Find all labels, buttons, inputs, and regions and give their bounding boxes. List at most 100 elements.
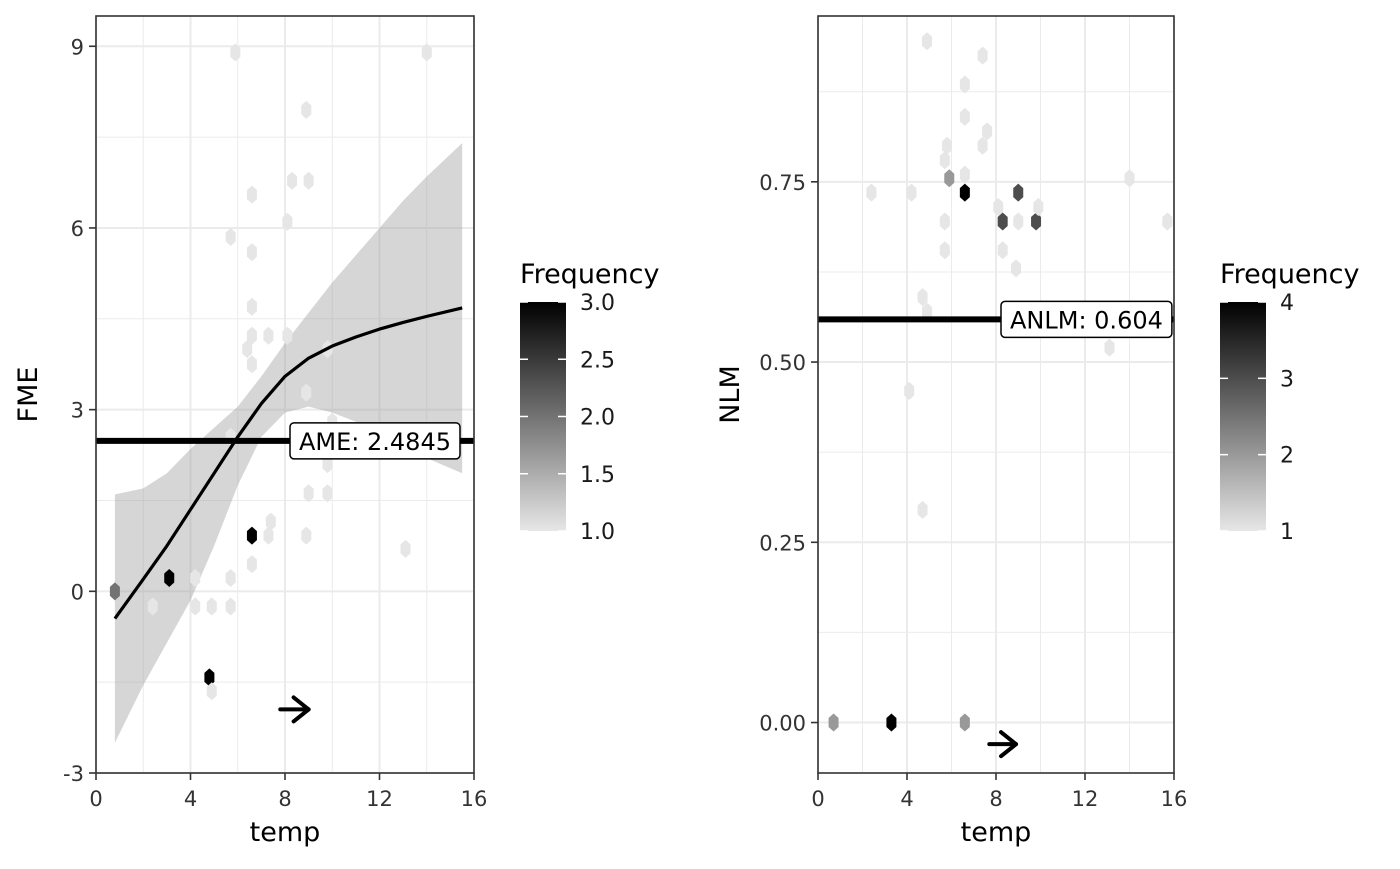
nlm-hexbin: [922, 32, 933, 51]
fme-legend-tick-label: 3.0: [580, 291, 615, 316]
fme-arrow-head: [291, 695, 311, 724]
fme-hexbin: [204, 668, 215, 687]
nlm-hexbin: [942, 136, 953, 155]
nlm-hexbin: [993, 198, 1004, 217]
fme-hexbin: [190, 568, 201, 587]
nlm-x-tick-label: 12: [1072, 787, 1099, 811]
nlm-y-tick-label: 0.00: [759, 712, 806, 736]
nlm-hexbin: [1011, 259, 1022, 278]
nlm-x-tick-label: 8: [989, 787, 1002, 811]
fme-hexbin: [322, 455, 333, 474]
fme-y-tick-label: 6: [71, 217, 84, 241]
nlm-hexbin: [904, 381, 915, 400]
fme-hexbin: [225, 568, 236, 587]
fme-hexbin: [206, 682, 217, 701]
nlm-hexbin: [982, 122, 993, 141]
fme-x-axis: 0 4 8 12 16: [89, 773, 487, 811]
nlm-hexbin: [906, 183, 917, 202]
fme-hexbin: [265, 512, 276, 531]
nlm-hexbin: [1033, 198, 1044, 217]
nlm-hexbin: [959, 107, 970, 126]
nlm-hexbin: [1124, 169, 1135, 188]
nlm-y-axis-title: NLM: [715, 365, 746, 424]
fme-hexbin: [246, 355, 257, 374]
nlm-arrow-head: [999, 730, 1019, 759]
fme-hexbin: [246, 526, 257, 545]
fme-x-tick-label: 12: [366, 787, 393, 811]
fme-legend-tick-label: 1.5: [580, 463, 615, 488]
fme-hexbins: [109, 43, 432, 701]
nlm-hexbin: [959, 183, 970, 202]
fme-x-tick-label: 4: [184, 787, 197, 811]
fme-hexbin: [225, 228, 236, 247]
nlm-y-axis: 0.00 0.25 0.50 0.75: [759, 171, 818, 736]
nlm-hexbin: [886, 713, 897, 732]
nlm-hexbin: [1013, 212, 1024, 231]
nlm-legend-tick-label: 4: [1280, 291, 1294, 316]
fme-hexbin: [242, 340, 253, 359]
nlm-hexbin: [917, 500, 928, 519]
fme-frequency-legend: Frequency 3.0 2.5 2.0 1.5 1.0: [520, 259, 660, 545]
fme-x-tick-label: 8: [278, 787, 291, 811]
nlm-hexbin: [939, 241, 950, 260]
nlm-x-tick-label: 4: [900, 787, 913, 811]
nlm-hexbin: [959, 75, 970, 94]
fme-hexbin: [301, 383, 312, 402]
nlm-hexbin: [1031, 212, 1042, 231]
fme-legend-tick-label: 2.0: [580, 406, 615, 431]
nlm-hexbin: [997, 241, 1008, 260]
fme-legend-tick-label: 1.0: [580, 520, 615, 545]
nlm-hexbin: [1162, 212, 1173, 231]
fme-smooth-line: [113, 306, 463, 620]
fme-legend-tick-label: 2.5: [580, 348, 615, 373]
fme-y-tick-label: 0: [71, 580, 84, 604]
fme-smooth-curve: [113, 306, 463, 620]
fme-hexbin: [322, 484, 333, 503]
fme-hexbin: [301, 100, 312, 119]
nlm-x-tick-label: 0: [811, 787, 824, 811]
fme-hexbin: [230, 43, 241, 62]
fme-x-tick-label: 0: [89, 787, 102, 811]
fme-hexbin: [164, 568, 175, 587]
fme-x-tick-label: 16: [461, 787, 488, 811]
nlm-grid: [817, 16, 1175, 773]
nlm-legend-tick-label: 2: [1280, 444, 1294, 469]
fme-hexbin: [206, 597, 217, 616]
fme-hexbin: [246, 297, 257, 316]
nlm-hexbin: [977, 136, 988, 155]
nlm-hexbin: [997, 212, 1008, 231]
fme-y-tick-label: 3: [71, 399, 84, 423]
nlm-anlm-label-text: ANLM: 0.604: [1010, 306, 1163, 334]
fme-hexbin: [263, 526, 274, 545]
fme-y-axis: -3 0 3 6 9: [63, 35, 96, 786]
fme-x-axis-title: temp: [250, 817, 321, 848]
nlm-legend-title: Frequency: [1220, 259, 1360, 290]
fme-y-tick-label: -3: [63, 762, 84, 786]
fme-hexbin: [263, 326, 274, 345]
nlm-hexbin: [939, 151, 950, 170]
nlm-x-axis: 0 4 8 12 16: [811, 773, 1187, 811]
nlm-hexbin: [922, 302, 933, 321]
nlm-hexbin: [866, 183, 877, 202]
nlm-x-axis-title: temp: [961, 817, 1032, 848]
fme-hexbin: [246, 243, 257, 262]
fme-hexbin: [303, 484, 314, 503]
fme-hexbin: [287, 171, 298, 190]
nlm-hexbin: [959, 713, 970, 732]
nlm-hexbins: [828, 32, 1173, 732]
fme-hexbin: [282, 212, 293, 231]
nlm-hexbin: [1013, 183, 1024, 202]
fme-legend-title: Frequency: [520, 259, 660, 290]
fme-confidence-ribbon: [114, 143, 463, 743]
fme-hexbin: [109, 582, 120, 601]
nlm-y-tick-label: 0.25: [759, 531, 806, 555]
nlm-legend-colorbar: [1220, 302, 1266, 531]
fme-y-axis-title: FME: [13, 367, 44, 423]
fme-hexbin: [282, 326, 293, 345]
fme-ame-label-box: [289, 422, 461, 460]
nlm-panel: ANLM: 0.604 0 4 8 12 16 0.00 0.25 0.50 0…: [715, 15, 1360, 848]
fme-hexbin: [400, 539, 411, 558]
fme-hexbin: [246, 185, 257, 204]
nlm-hexbin: [1104, 338, 1115, 357]
fme-ame-label-text: AME: 2.4845: [299, 428, 451, 456]
